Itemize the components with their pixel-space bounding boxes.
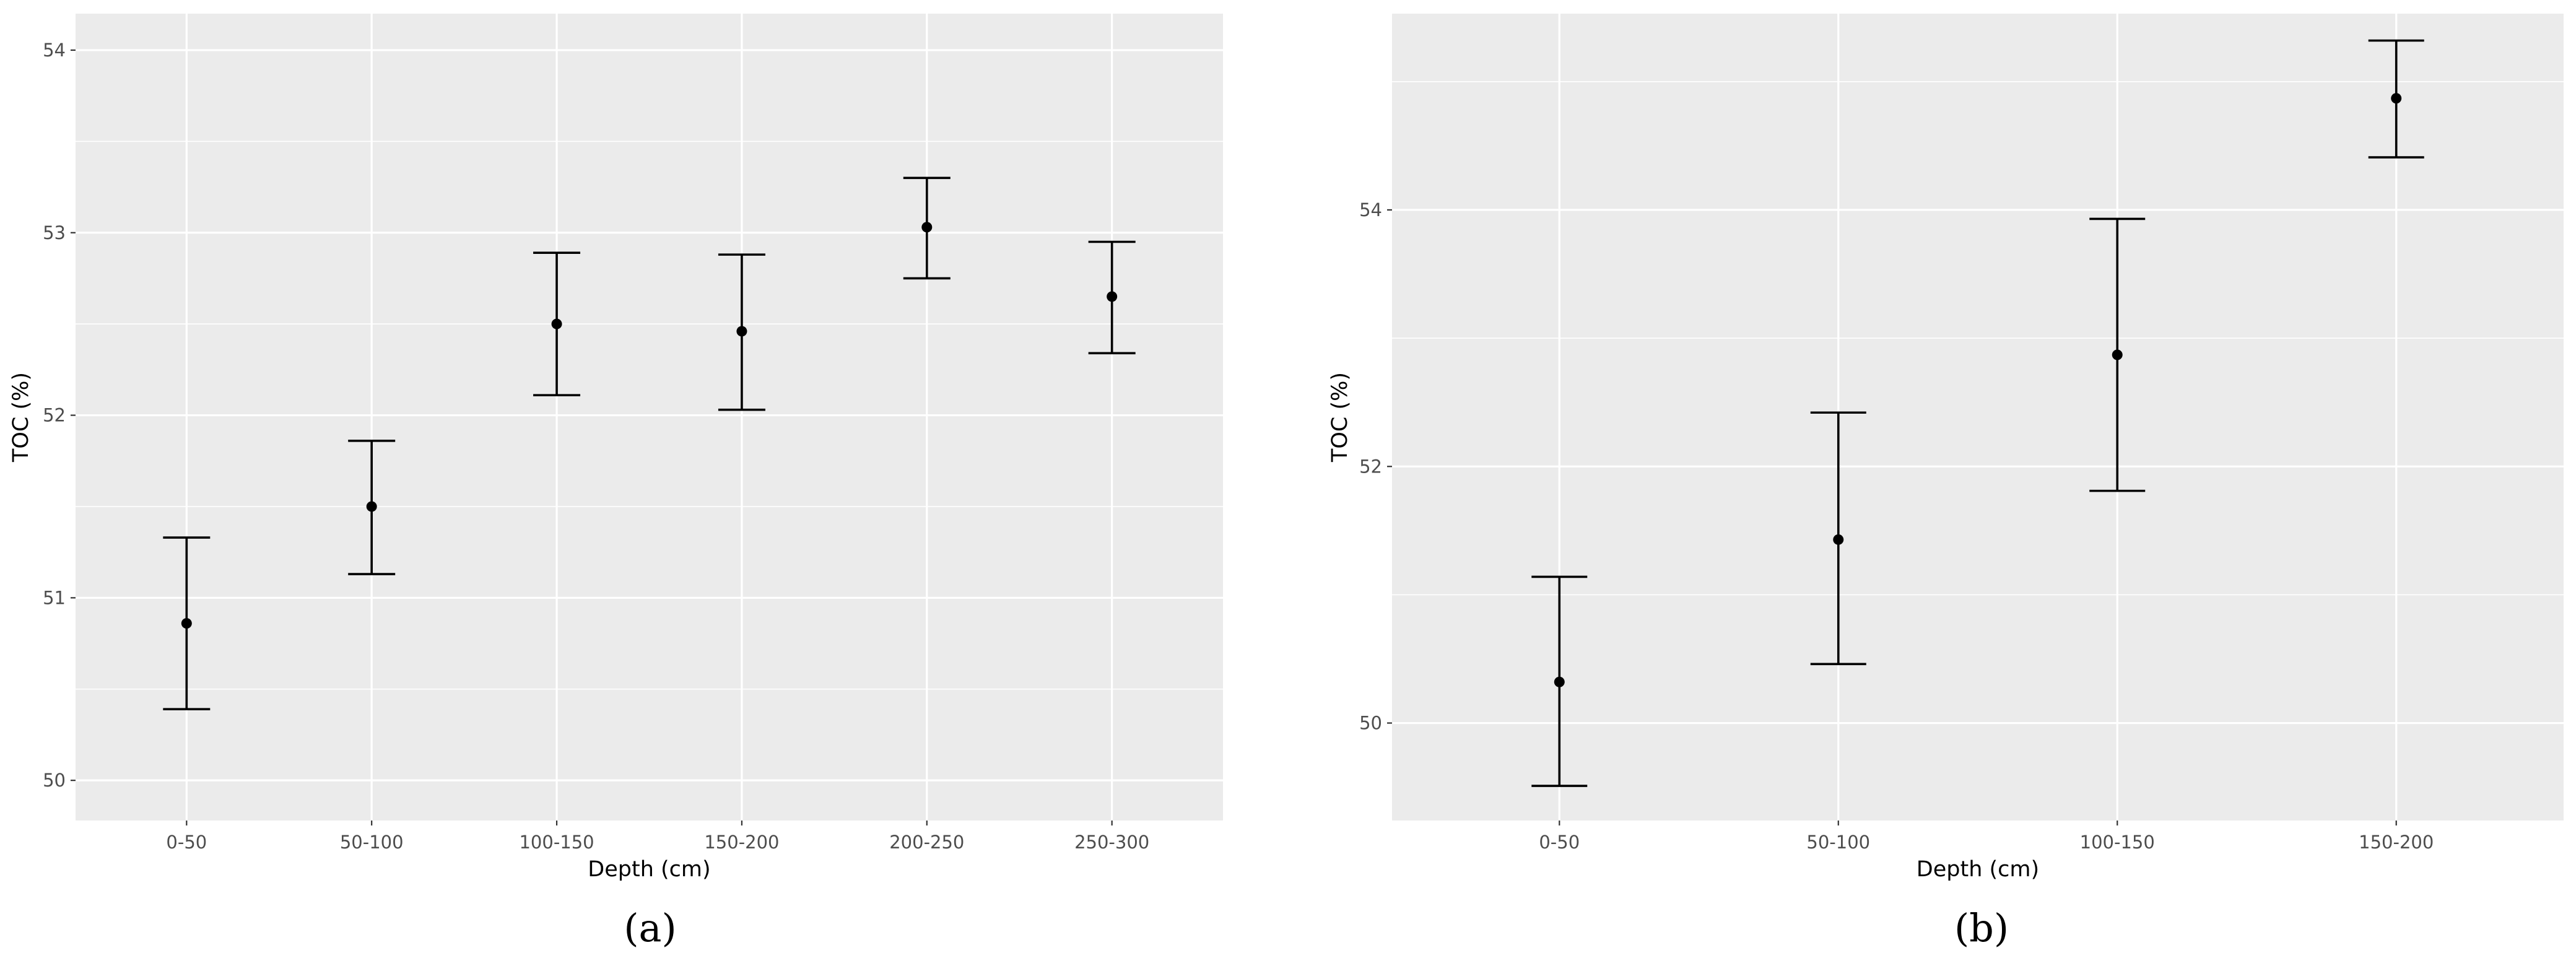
panel-background: [1392, 14, 2564, 821]
x-tick-label: 0-50: [166, 832, 207, 853]
mean-point: [2391, 93, 2402, 104]
mean-point: [366, 501, 377, 512]
mean-point: [1107, 291, 1118, 302]
x-tick-label: 150-200: [704, 832, 779, 853]
x-tick-label: 150-200: [2359, 832, 2434, 853]
x-tick-label: 0-50: [1539, 832, 1580, 853]
y-tick-label: 54: [43, 40, 66, 61]
panel-a: 50 51 52 53 54 0-50 50-100 100-150 150-200 200-25…: [9, 14, 1223, 951]
mean-point: [736, 326, 747, 337]
y-axis-title: TOC (%): [1328, 372, 1352, 463]
mean-point: [921, 222, 933, 233]
y-tick-label: 50: [43, 770, 66, 791]
mean-point: [1554, 676, 1565, 687]
y-tick-label: 53: [43, 222, 66, 243]
mean-point: [551, 318, 562, 329]
mean-point: [2112, 349, 2123, 360]
x-tick-label: 250-300: [1074, 832, 1149, 853]
x-axis-title: Depth (cm): [588, 857, 710, 882]
panel-caption: (a): [624, 905, 676, 951]
panel-background: [76, 14, 1223, 821]
y-tick-label: 50: [1359, 713, 1382, 734]
panel-caption: (b): [1954, 905, 2009, 951]
mean-point: [181, 618, 192, 629]
x-tick-label: 100-150: [2080, 832, 2155, 853]
x-tick-label: 100-150: [519, 832, 594, 853]
y-tick-label: 52: [43, 405, 66, 426]
y-tick-label: 54: [1359, 199, 1382, 220]
panel-b: 50 52 54 0-50 50-100 100-150 150-200 Depth (cm)…: [1328, 14, 2564, 951]
x-tick-label: 50-100: [1806, 832, 1870, 853]
x-tick-label: 50-100: [340, 832, 404, 853]
mean-point: [1833, 534, 1844, 545]
y-axis-title: TOC (%): [9, 372, 33, 463]
y-tick-label: 51: [43, 587, 66, 608]
x-axis-title: Depth (cm): [1917, 857, 2039, 882]
y-tick-label: 52: [1359, 456, 1382, 477]
x-tick-label: 200-250: [889, 832, 964, 853]
